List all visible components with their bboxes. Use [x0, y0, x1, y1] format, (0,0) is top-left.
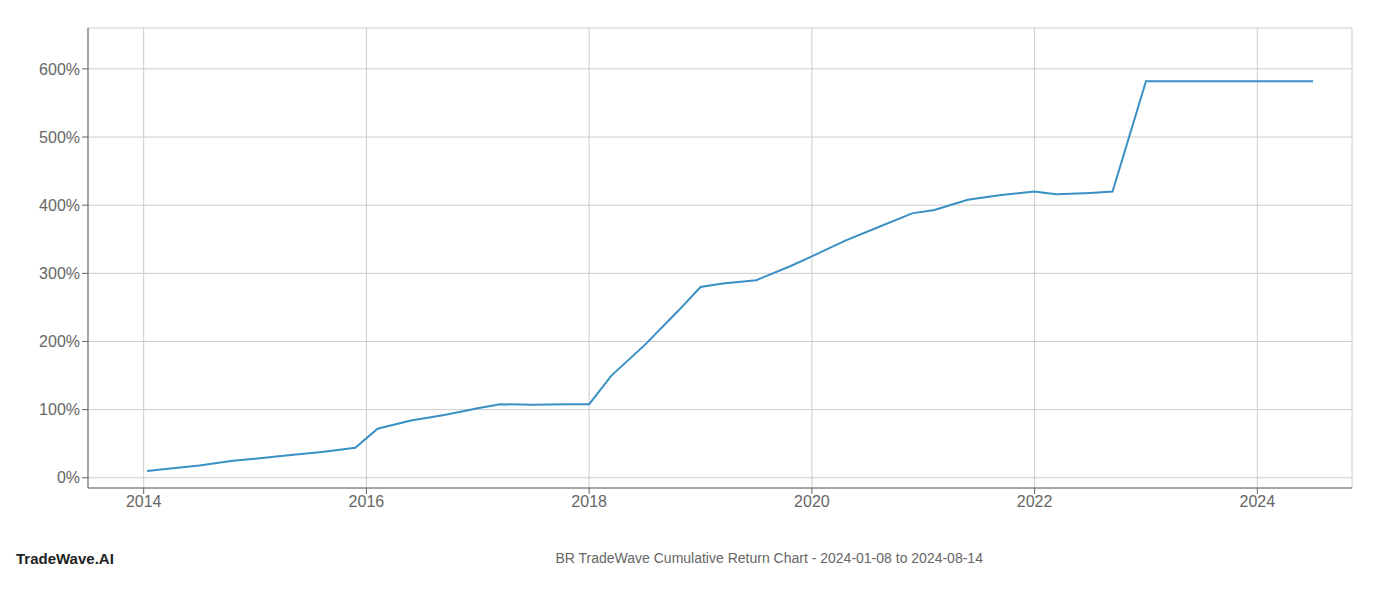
svg-text:200%: 200% [39, 333, 80, 350]
html-text:TradeWave.AI: TradeWave.AI [16, 550, 114, 567]
svg-text:500%: 500% [39, 129, 80, 146]
svg-text:2024: 2024 [1240, 493, 1276, 510]
html-text:BR TradeWave Cumulative Return: BR TradeWave Cumulative Return Chart - 2… [555, 550, 983, 566]
svg-text:2016: 2016 [349, 493, 385, 510]
svg-text:600%: 600% [39, 61, 80, 78]
svg-text:100%: 100% [39, 401, 80, 418]
svg-text:300%: 300% [39, 265, 80, 282]
svg-text:0%: 0% [57, 469, 80, 486]
svg-text:2014: 2014 [126, 493, 162, 510]
svg-text:400%: 400% [39, 197, 80, 214]
svg-text:2022: 2022 [1017, 493, 1053, 510]
svg-text:2020: 2020 [794, 493, 830, 510]
svg-text:2018: 2018 [571, 493, 607, 510]
